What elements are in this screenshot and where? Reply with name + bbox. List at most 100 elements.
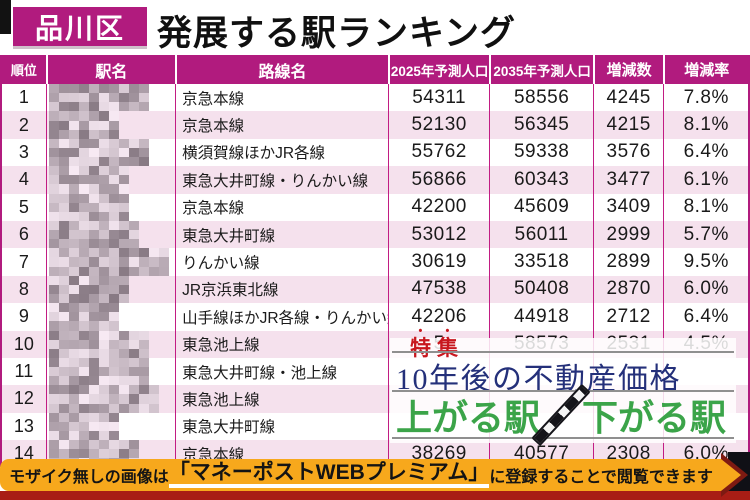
station-name-mosaic — [48, 138, 149, 167]
change-cell: 2712 — [592, 303, 664, 331]
station-name-cell — [45, 138, 175, 167]
rank-cell: 8 — [18, 278, 29, 299]
table-row: 9 山手線ほかJR各線・りんかい線 42206 44918 2712 6.4% — [2, 303, 748, 331]
rate-cell: 8.1% — [663, 193, 748, 221]
line-name-cell: 東急大井町線 — [175, 412, 388, 441]
rank-cell: 11 — [14, 361, 34, 382]
rank-cell: 14 — [13, 443, 34, 464]
rate-cell: 6.4% — [663, 303, 748, 331]
pop2025-cell: 30619 — [387, 248, 489, 276]
change-cell: 2999 — [592, 220, 664, 249]
table-row: 8 JR京浜東北線 47538 50408 2870 6.0% — [2, 275, 748, 304]
overlay-divider-top — [392, 351, 734, 353]
station-name-cell — [45, 412, 175, 441]
station-name-cell — [45, 220, 175, 249]
page-title: 発展する駅ランキング — [157, 14, 516, 53]
station-name-mosaic — [48, 220, 139, 249]
station-name-cell — [45, 193, 175, 221]
rate-cell: 9.5% — [663, 248, 748, 276]
pop2035-cell: 58556 — [489, 84, 592, 112]
pop2035-cell: 44918 — [489, 303, 592, 331]
promo-prefix: モザイク無しの画像は — [9, 469, 169, 486]
rate-cell: 6.4% — [663, 138, 748, 167]
ward-label: 品川区 — [13, 7, 147, 46]
column-header: 2035年予測人口 — [489, 55, 592, 84]
station-name-mosaic — [48, 166, 129, 194]
station-name-mosaic — [48, 248, 169, 276]
column-header: 順位 — [10, 63, 37, 78]
station-name-mosaic — [48, 275, 129, 304]
change-cell: 2870 — [592, 275, 664, 304]
station-name-cell — [45, 248, 175, 276]
change-cell: 4215 — [592, 111, 664, 139]
pop2035-cell: 50408 — [489, 275, 592, 304]
promo-suffix: に登録することで閲覧できます — [489, 469, 713, 486]
line-name-cell: 山手線ほかJR各線・りんかい線 — [175, 303, 388, 331]
pop2025-cell: 53012 — [387, 220, 489, 249]
pop2025-cell — [387, 412, 489, 441]
station-name-mosaic — [48, 357, 149, 386]
pop2035-cell: 59338 — [489, 138, 592, 167]
line-name-cell: JR京浜東北線 — [175, 275, 388, 304]
station-name-cell — [45, 303, 175, 331]
feature-subtitle: 上がる駅 下がる駅 — [396, 383, 732, 446]
station-name-cell — [45, 84, 175, 112]
column-header: 増減数 — [592, 55, 664, 84]
pop2025-cell: 55762 — [387, 138, 489, 167]
pop2025-cell: 38269 — [387, 440, 489, 468]
rank-cell: 4 — [18, 169, 29, 190]
station-name-mosaic — [48, 193, 129, 221]
line-name-cell: 東急池上線 — [175, 330, 388, 358]
premium-promo-banner[interactable]: モザイク無しの画像は 「マネーポストWEBプレミアム」 に登録することで閲覧でき… — [0, 459, 722, 491]
overlay-divider-middle — [392, 390, 734, 392]
pop2035-cell: 60343 — [489, 166, 592, 194]
rate-cell: 6.0% — [663, 440, 748, 468]
pop2025-cell — [387, 385, 489, 413]
line-name-cell: 京急本線 — [175, 84, 388, 112]
station-name-cell — [45, 330, 175, 358]
column-header: 駅名 — [45, 55, 175, 84]
promo-brand: 「マネーポストWEBプレミアム」 — [168, 461, 490, 489]
rate-cell: 6.0% — [663, 275, 748, 304]
station-name-mosaic — [48, 303, 119, 331]
pop2025-cell: 54311 — [387, 84, 489, 112]
column-header: 増減率 — [663, 55, 748, 84]
station-name-mosaic — [48, 330, 149, 358]
change-cell: 2899 — [592, 248, 664, 276]
line-name-cell: 京急本線 — [175, 193, 388, 221]
line-name-cell: りんかい線 — [175, 248, 388, 276]
column-header: 路線名 — [175, 55, 388, 84]
table-row: 5 京急本線 42200 45609 3409 8.1% — [2, 193, 748, 221]
station-name-mosaic — [48, 412, 119, 441]
change-cell: 3576 — [592, 138, 664, 167]
pop2025-cell: 56866 — [387, 166, 489, 194]
feature-down-text: 下がる駅 — [582, 396, 727, 438]
pop2035-cell: 45609 — [489, 193, 592, 221]
rank-cell: 12 — [13, 388, 34, 409]
change-cell: 4245 — [592, 84, 664, 112]
station-name-cell — [45, 111, 175, 139]
feature-kicker: 特集 — [410, 337, 464, 360]
rank-cell: 13 — [13, 415, 34, 436]
pop2025-cell: 42206 — [387, 303, 489, 331]
pop2025-cell: 42200 — [387, 193, 489, 221]
line-name-cell: 東急大井町線 — [175, 220, 388, 249]
line-name-cell: 東急池上線 — [175, 385, 388, 413]
feature-ad-overlay[interactable]: 特集 10年後の不動産価格 上がる駅 下がる駅 — [390, 337, 736, 446]
rank-cell: 1 — [18, 87, 29, 108]
line-name-cell: 東急大井町線・りんかい線 — [175, 166, 388, 194]
pop2035-cell: 56345 — [489, 111, 592, 139]
station-name-cell — [45, 275, 175, 304]
pop2035-cell: 56011 — [489, 220, 592, 249]
rank-cell: 3 — [18, 141, 29, 162]
table-row: 1 京急本線 54311 58556 4245 7.8% — [2, 84, 748, 112]
station-name-cell — [45, 385, 175, 413]
line-name-cell: 京急本線 — [175, 111, 388, 139]
rate-cell: 7.8% — [663, 84, 748, 112]
rate-cell: 5.7% — [663, 220, 748, 249]
feature-up-text: 上がる駅 — [396, 396, 541, 438]
pop2025-cell: 47538 — [387, 275, 489, 304]
table-row: 3 横須賀線ほかJR各線 55762 59338 3576 6.4% — [2, 138, 748, 167]
rank-cell: 9 — [18, 306, 29, 327]
